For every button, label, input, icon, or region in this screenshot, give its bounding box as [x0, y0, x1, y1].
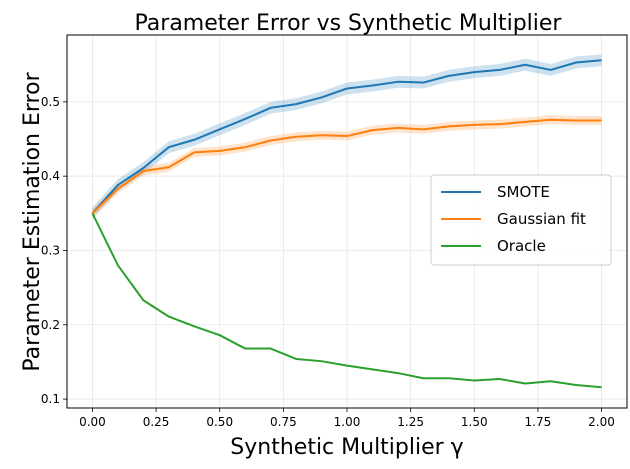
- y-tick-label: 0.5: [41, 95, 60, 109]
- x-tick-label: 2.00: [588, 415, 615, 429]
- gaussian-fit-line: [91, 118, 602, 215]
- x-tick-label: 1.00: [334, 415, 361, 429]
- y-tick-label: 0.4: [41, 169, 60, 183]
- smote-legend-label: SMOTE: [497, 183, 550, 201]
- x-tick-label: 1.50: [461, 415, 488, 429]
- grid: [67, 35, 627, 408]
- oracle-line: [91, 212, 602, 389]
- x-tick-label: 0.25: [143, 415, 170, 429]
- x-tick-label: 1.25: [397, 415, 424, 429]
- legend-box: [430, 174, 612, 266]
- y-tick-label: 0.1: [41, 392, 60, 406]
- y-axis-label: Parameter Estimation Error: [20, 71, 45, 371]
- x-axis-ticks: 0.00 0.25 0.50 0.75 1.00 1.25 1.50 1.75 2.00: [79, 408, 615, 429]
- y-tick-label: 0.3: [41, 243, 60, 257]
- y-tick-label: 0.2: [41, 318, 60, 332]
- chart-title: Parameter Error vs Synthetic Multiplier: [135, 11, 563, 36]
- smote-line: [91, 59, 602, 214]
- x-axis-label: Synthetic Multiplier γ: [230, 435, 463, 460]
- gaussian-fit-legend-label: Gaussian fit: [497, 210, 586, 228]
- legend: SMOTE Gaussian fit Oracle: [430, 174, 612, 266]
- x-tick-label: 0.00: [79, 415, 106, 429]
- x-tick-label: 0.50: [206, 415, 233, 429]
- y-axis-ticks: 0.1 0.2 0.3 0.4 0.5: [41, 95, 67, 406]
- oracle-legend-label: Oracle: [497, 237, 546, 255]
- series-lines: [91, 59, 602, 389]
- x-tick-label: 0.75: [270, 415, 297, 429]
- x-tick-label: 1.75: [525, 415, 552, 429]
